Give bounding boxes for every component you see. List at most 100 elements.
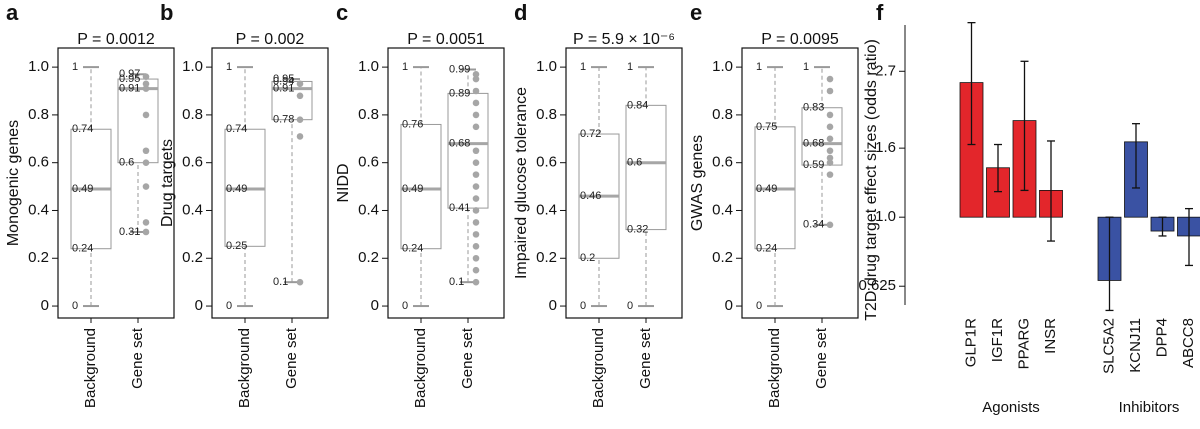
stat-label: 0.49 (226, 183, 247, 195)
y-tick-label: 0 (549, 297, 557, 314)
x-tick-label: Background (236, 328, 253, 408)
y-tick-label: 0 (41, 297, 49, 314)
point (142, 183, 150, 190)
point (472, 75, 480, 83)
stat-label: 0.72 (580, 128, 601, 140)
y-tick-label: 0.8 (536, 106, 557, 123)
stat-label: 0.74 (72, 123, 93, 135)
y-tick-label: 0 (725, 297, 733, 314)
point (472, 183, 480, 190)
y-tick-label: 1.0 (536, 58, 557, 75)
stat-label: 0.31 (119, 226, 140, 238)
point (296, 116, 304, 123)
y-tick-label: 0.6 (536, 154, 557, 171)
y-axis-label: GWAS genes (689, 135, 706, 231)
point (472, 195, 480, 202)
x-tick-label: IGF1R (989, 318, 1006, 362)
point (472, 207, 480, 214)
stat-label: 0 (580, 300, 586, 312)
y-tick-label: 0.2 (712, 249, 733, 266)
x-tick-label: Gene set (813, 327, 830, 389)
point (142, 111, 150, 119)
y-tick-label: 0.6 (28, 154, 49, 171)
y-axis-label: Monogenic genes (5, 120, 22, 246)
stat-label: 0.6 (119, 157, 134, 169)
plot-frame (211, 47, 329, 319)
panel-letter: f (876, 0, 884, 25)
x-tick-label: Background (82, 328, 99, 408)
x-tick-label: ABCC8 (1180, 318, 1197, 368)
point (826, 123, 834, 131)
point (296, 92, 304, 100)
y-tick-label: 2.7 (875, 62, 896, 79)
stat-label: 0.1 (273, 276, 288, 288)
stat-label: 0.46 (580, 190, 601, 202)
point (826, 87, 834, 95)
stat-label: 0.78 (273, 114, 294, 126)
x-tick-label: GLP1R (962, 318, 979, 367)
stat-label: 0.95 (273, 73, 294, 85)
point (296, 133, 304, 140)
stat-label: 0.75 (756, 121, 777, 133)
plot-frame (387, 47, 505, 319)
x-tick-label: Background (590, 328, 607, 408)
y-axis-label: Drug targets (159, 139, 176, 227)
y-tick-label: 1.6 (875, 139, 896, 156)
y-tick-label: 0.2 (536, 249, 557, 266)
stat-label: 0.76 (402, 118, 423, 130)
stat-label: 0.89 (449, 87, 470, 99)
stat-label: 0.25 (226, 240, 247, 252)
x-tick-label: DPP4 (1153, 318, 1170, 357)
y-tick-label: 1.0 (358, 58, 379, 75)
box (400, 123, 442, 250)
y-tick-label: 0.4 (358, 201, 379, 218)
x-tick-label: Background (412, 328, 429, 408)
stat-label: 0.2 (580, 252, 595, 264)
plot-frame (741, 47, 859, 319)
stat-label: 0.49 (756, 183, 777, 195)
y-axis-label: NIDD (335, 163, 352, 202)
point (472, 219, 480, 226)
y-tick-label: 0.2 (358, 249, 379, 266)
stat-label: 0.74 (226, 123, 247, 135)
point (472, 266, 480, 274)
y-tick-label: 1.0 (875, 208, 896, 225)
stat-label: 1 (402, 61, 408, 73)
point (472, 87, 480, 95)
panel-title: P = 0.0012 (77, 31, 155, 48)
y-tick-label: 1.0 (28, 58, 49, 75)
point (142, 159, 150, 166)
y-tick-label: 0.6 (182, 154, 203, 171)
x-tick-label: Background (766, 328, 783, 408)
stat-label: 0.95 (119, 73, 140, 85)
stat-label: 0.1 (449, 276, 464, 288)
point (826, 135, 834, 143)
y-tick-label: 0.2 (28, 249, 49, 266)
y-tick-label: 0.6 (712, 154, 733, 171)
stat-label: 0.59 (803, 159, 824, 171)
point (142, 147, 150, 155)
panel-letter: c (336, 0, 348, 25)
point (826, 159, 834, 166)
stat-label: 1 (756, 61, 762, 73)
y-tick-label: 0.8 (28, 106, 49, 123)
y-axis-label: T2D drug target effect sizes (odds ratio… (863, 39, 880, 321)
plot-frame (57, 47, 175, 319)
point (142, 219, 150, 226)
box (801, 107, 843, 166)
stat-label: 1 (803, 61, 809, 73)
point (296, 278, 304, 286)
stat-label: 0.68 (803, 137, 824, 149)
y-tick-label: 1.0 (182, 58, 203, 75)
stat-label: 0 (226, 300, 232, 312)
point (472, 159, 480, 166)
y-tick-label: 0.625 (858, 277, 896, 294)
panel-letter: b (160, 0, 173, 25)
stat-label: 0 (402, 300, 408, 312)
x-tick-label: Gene set (637, 327, 654, 389)
point (826, 154, 834, 162)
stat-label: 0.68 (449, 137, 470, 149)
y-tick-label: 0.8 (712, 106, 733, 123)
point (472, 171, 480, 178)
